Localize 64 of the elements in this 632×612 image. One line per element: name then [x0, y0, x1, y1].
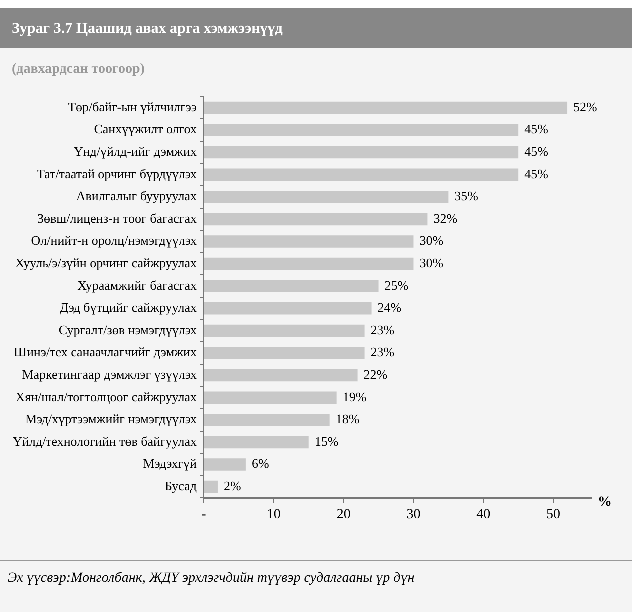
y-tick-label: Шинэ/тех санаачлагчийг дэмжих: [14, 344, 198, 360]
y-tick-label: Авилгалыг бууруулах: [76, 188, 198, 204]
data-label: 32%: [434, 210, 458, 226]
y-tick-label: Ол/нийт-н оролц/нэмэгдүүлэх: [31, 233, 198, 248]
bar: [204, 191, 449, 204]
x-tick-label: 20: [336, 507, 351, 522]
x-tick-label: 30: [406, 507, 421, 522]
data-label: 52%: [574, 99, 598, 114]
bar: [204, 480, 218, 494]
data-label: 45%: [524, 144, 549, 159]
y-tick-label: Зөвш/лиценз-н тоог багасгах: [37, 210, 198, 226]
data-label: 30%: [420, 255, 444, 270]
data-label: 24%: [378, 300, 402, 316]
text: Эх үүсвэр:Монголбанк, ЖДҮ эрхлэгчдийн түүвэр судалгааны үр дүн: [0, 561, 632, 587]
bar: [204, 124, 519, 136]
y-tick-label: Хян/шал/тогтолцоог сайжруулах: [16, 389, 198, 404]
x-tick-label: 10: [266, 507, 281, 522]
bar: [204, 324, 365, 338]
bar: [204, 146, 519, 159]
bar: [204, 168, 519, 181]
data-label: 35%: [454, 188, 479, 204]
chart-title: Зураг 3.7 Цаашид авах арга хэмжээнүүд: [0, 8, 632, 48]
bar: [204, 302, 372, 315]
bar: [204, 369, 358, 382]
data-label: 30%: [420, 233, 444, 248]
y-tick-label: Хууль/э/зүйн орчинг сайжруулах: [15, 255, 198, 270]
bar: [204, 213, 428, 226]
data-label: 23%: [370, 322, 395, 338]
y-tick-label: Хураамжийг багасгах: [78, 278, 198, 293]
data-label: 45%: [524, 122, 549, 137]
bar: [204, 436, 309, 449]
y-tick-label: Мэд/хүртээмжийг нэмэгдүүлэх: [25, 412, 198, 427]
text: (давхардсан тоогоор): [11, 61, 146, 78]
bar: [204, 414, 330, 426]
y-tick-label: Төр/байг-ын үйлчилгээ: [68, 99, 198, 114]
x-axis-title: %: [598, 494, 612, 510]
data-label: 6%: [252, 456, 270, 472]
y-tick-label: Үнд/үйлд-ийг дэмжих: [74, 144, 198, 159]
x-tick-label: -: [202, 507, 207, 522]
y-tick-label: Маркетингаар дэмжлэг үзүүлэх: [22, 366, 198, 382]
y-tick-label: Тат/таатай орчинг бүрдүүлэх: [36, 166, 198, 182]
data-label: 23%: [370, 344, 395, 360]
y-tick-label: Бусад: [165, 478, 198, 494]
data-label: 22%: [364, 366, 388, 382]
data-label: 18%: [336, 412, 360, 427]
data-label: 25%: [384, 278, 409, 293]
bar: [204, 102, 568, 114]
y-tick-label: Мэдэхгүй: [143, 456, 198, 472]
x-tick-label: 50: [546, 507, 561, 522]
data-label: 45%: [524, 166, 549, 182]
bar: [204, 347, 365, 360]
y-tick-label: Сургалт/зөв нэмэгдүүлэх: [58, 322, 198, 338]
data-label: 15%: [314, 434, 339, 449]
data-label: 2%: [224, 478, 242, 494]
y-tick-label: Санхүүжилт олгох: [94, 122, 198, 137]
y-tick-label: Дэд бүтцийг сайжруулах: [60, 300, 198, 316]
bar: [204, 280, 379, 292]
y-tick-label: Үйлд/технологийн төв байгуулах: [12, 434, 198, 449]
bar: [204, 392, 337, 404]
bar: [204, 258, 414, 270]
bar: [204, 236, 414, 248]
bar: [204, 458, 246, 471]
data-label: 19%: [342, 389, 367, 404]
x-tick-label: 40: [476, 507, 491, 522]
